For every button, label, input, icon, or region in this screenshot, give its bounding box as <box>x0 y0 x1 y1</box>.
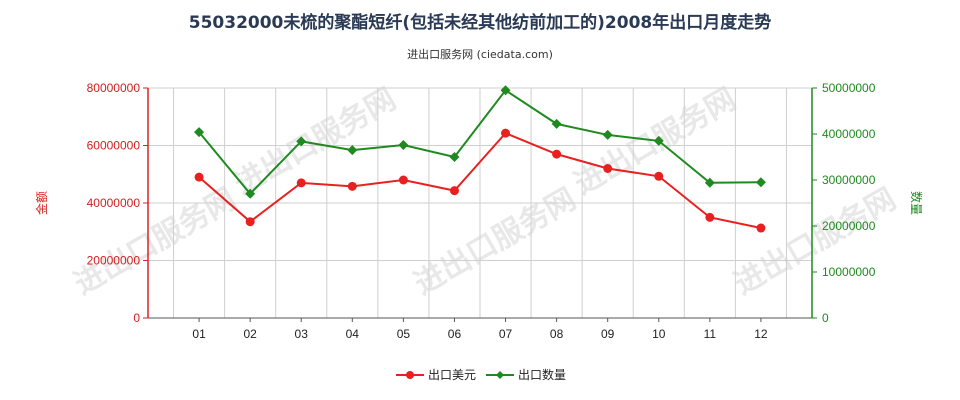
y-left-tick-label: 60000000 <box>87 139 141 153</box>
series-1-point <box>245 217 255 227</box>
series-1-point <box>705 212 715 222</box>
y-left-tick-label: 80000000 <box>87 81 141 95</box>
series-2-point <box>398 140 409 151</box>
legend-label-1: 出口美元 <box>428 368 476 382</box>
series-2-point <box>347 145 358 156</box>
series-1-point <box>654 171 664 181</box>
series-2-point <box>296 136 307 147</box>
y-left-tick-label: 0 <box>133 311 140 325</box>
y-left-tick-label: 40000000 <box>87 196 141 210</box>
y-right-tick-label: 40000000 <box>822 127 876 141</box>
watermark-text: 进出口服务网 <box>409 182 582 302</box>
x-tick-label: 05 <box>397 327 411 341</box>
series-2-point <box>755 177 766 188</box>
series-2-point <box>449 152 460 162</box>
y-right-tick-label: 10000000 <box>822 265 876 279</box>
series-line-2 <box>198 88 761 196</box>
grid <box>148 87 812 319</box>
x-tick-label: 02 <box>243 327 257 341</box>
x-tick-label: 03 <box>295 327 309 341</box>
series-2-point <box>500 85 511 96</box>
y-right-tick-label: 0 <box>822 311 829 325</box>
chart-title: 55032000未梳的聚酯短纤(包括未经其他纺前加工的)2008年出口月度走势 <box>189 12 771 33</box>
series-1-point <box>756 223 766 233</box>
x-tick-label: 10 <box>652 327 666 341</box>
series-1-point <box>347 181 357 191</box>
series-2-point <box>602 129 613 140</box>
series-1-point <box>449 186 459 196</box>
series-2-point <box>245 188 256 199</box>
chart-subtitle: 进出口服务网 (ciedata.com) <box>407 47 553 61</box>
x-tick-label: 04 <box>346 327 360 341</box>
legend-marker-2 <box>496 371 504 379</box>
series-1-point <box>603 164 613 173</box>
legend: 出口美元 出口数量 <box>396 367 566 382</box>
legend-label-2: 出口数量 <box>518 367 566 382</box>
series-1-point <box>552 149 562 159</box>
y-right-tick-label: 30000000 <box>822 173 876 187</box>
x-tick-label: 06 <box>448 327 462 341</box>
y-right-tick-label: 20000000 <box>822 219 876 233</box>
y-axis-left-label: 金额 <box>34 191 49 215</box>
watermark-text: 进出口服务网 <box>729 182 902 302</box>
x-tick-label: 01 <box>192 327 206 341</box>
x-tick-label: 12 <box>754 327 768 341</box>
y-left-tick-label: 20000000 <box>87 254 141 268</box>
x-tick-label: 08 <box>550 327 564 341</box>
series-2-point <box>653 135 664 146</box>
series-1-point <box>398 175 408 185</box>
x-tick-label: 11 <box>704 327 717 341</box>
series-2-point <box>704 177 715 188</box>
series-1-point <box>194 172 204 182</box>
series-1-point <box>501 128 511 138</box>
y-axis-right-label: 数量 <box>909 191 924 215</box>
x-tick-label: 09 <box>601 327 615 341</box>
series-2-point <box>194 127 205 138</box>
series-2-point <box>551 118 562 129</box>
series-line-1 <box>198 131 762 229</box>
y-right-tick-label: 50000000 <box>822 81 876 95</box>
axes: 0 20000000 40000000 60000000 80000000 0 100000… <box>87 81 876 341</box>
legend-marker-1 <box>406 371 414 379</box>
series-1-point <box>296 178 306 188</box>
x-tick-label: 07 <box>499 327 513 341</box>
series-layer <box>194 85 766 233</box>
